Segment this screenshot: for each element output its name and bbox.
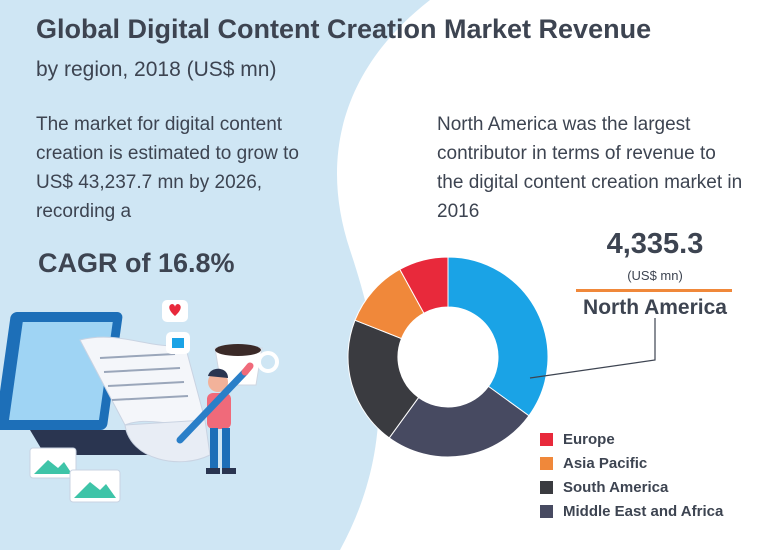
legend-label: Asia Pacific (563, 454, 648, 472)
callout-unit: (US$ mn) (627, 268, 683, 283)
chart-title: Global Digital Content Creation Market R… (36, 14, 652, 44)
market-forecast-text: The market for digital content creation … (36, 114, 299, 222)
callout-divider (576, 289, 732, 292)
donut-slice-middle-east-and-africa (388, 385, 530, 458)
callout-value: 4,335.3 (606, 228, 704, 260)
legend-item: Europe (540, 427, 723, 451)
legend-label: South America (563, 478, 669, 496)
cagr-highlight: CAGR of 16.8% (38, 248, 235, 278)
donut-slice-north-america (447, 256, 549, 417)
chart-subtitle: by region, 2018 (US$ mn) (36, 58, 277, 81)
legend-label: Middle East and Africa (563, 502, 724, 520)
legend-swatch (540, 456, 553, 470)
legend-item: Asia Pacific (540, 451, 723, 475)
legend-item: Middle East and Africa (540, 499, 723, 523)
donut-slices (347, 256, 549, 458)
thumbs-up-icon (166, 332, 190, 354)
largest-contributor-text: North America was the largest contributo… (437, 114, 743, 222)
image-icon (29, 447, 121, 503)
heart-icon (162, 300, 188, 322)
donut-slice-europe (399, 256, 449, 314)
chart-legend: Europe Asia Pacific South America Middle… (540, 427, 723, 523)
legend-swatch (540, 480, 553, 494)
pencil-icon (176, 362, 254, 444)
callout-leader-line (529, 318, 656, 379)
legend-swatch (540, 504, 553, 518)
legend-label: Europe (563, 430, 615, 448)
legend-item: South America (540, 475, 723, 499)
callout-region-label: North America (583, 296, 727, 319)
legend-swatch (540, 432, 553, 446)
